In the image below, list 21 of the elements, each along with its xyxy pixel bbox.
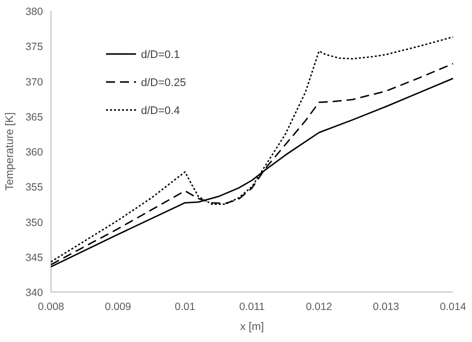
- x-tick-label: 0.014: [440, 301, 466, 313]
- x-tick-label: 0.012: [306, 301, 332, 313]
- y-tick-label: 365: [25, 111, 44, 124]
- legend-label: d/D=0.4: [141, 105, 180, 117]
- y-axis-title: Temperature [K]: [4, 112, 16, 191]
- y-tick-label: 350: [25, 216, 44, 229]
- x-tick-label: 0.013: [372, 301, 400, 313]
- y-tick-label: 340: [25, 287, 44, 299]
- x-tick-label: 0.01: [174, 301, 196, 313]
- x-tick-label: 0.008: [38, 301, 64, 313]
- y-tick-label: 370: [25, 76, 44, 88]
- y-tick-label: 345: [25, 252, 44, 264]
- y-tick-label: 375: [25, 41, 44, 54]
- x-axis-title: x [m]: [240, 321, 264, 333]
- legend-label: d/D=0.1: [141, 49, 180, 61]
- x-tick-label: 0.011: [239, 301, 265, 313]
- y-tick-label: 360: [25, 146, 44, 158]
- legend-label: d/D=0.25: [141, 77, 186, 89]
- x-tick-label: 0.009: [104, 301, 132, 313]
- y-tick-label: 355: [25, 182, 44, 194]
- y-tick-label: 380: [25, 6, 44, 18]
